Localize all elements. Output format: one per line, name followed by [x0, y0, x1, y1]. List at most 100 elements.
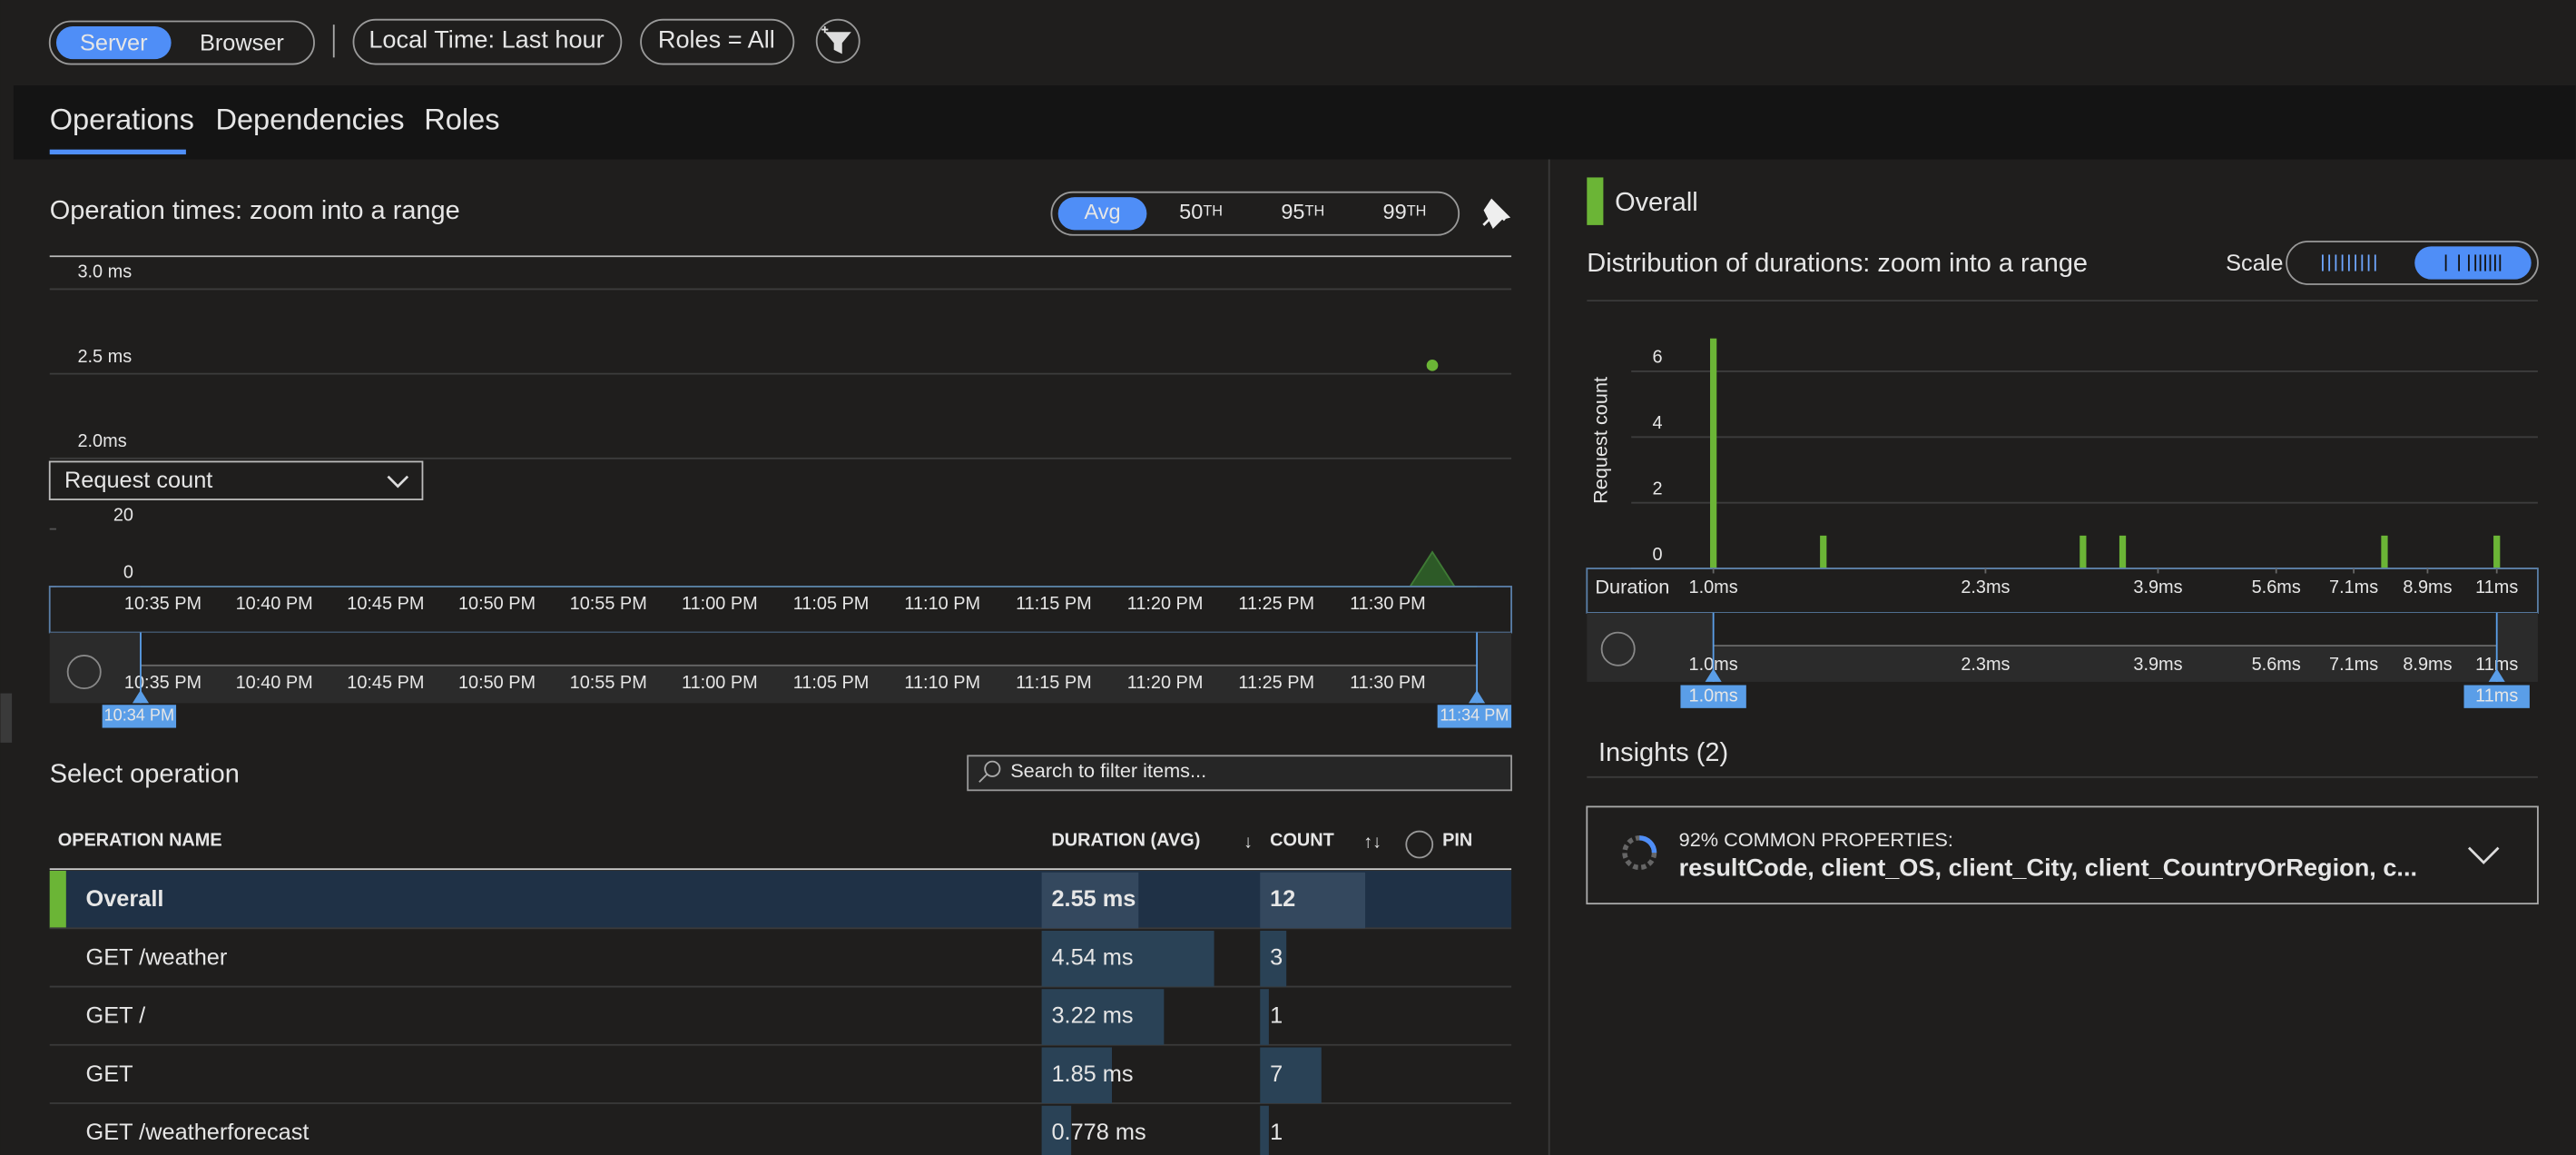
count-value: 7	[1270, 1061, 1283, 1087]
scale-label: Scale	[2226, 251, 2283, 276]
duration-value: 3.22 ms	[1051, 1003, 1133, 1029]
duration-bar	[1041, 931, 1214, 987]
y-axis-title: Request count	[1588, 377, 1611, 504]
browser-option: Browser	[200, 31, 284, 56]
histogram-bar	[2381, 535, 2388, 569]
pin-icon	[1482, 198, 1511, 229]
y-tick-label: 2.0ms	[77, 431, 126, 451]
duration-value: 4.54 ms	[1051, 944, 1133, 970]
operation-name: GET /weather	[86, 944, 228, 970]
scale-toggle[interactable]	[2286, 241, 2539, 285]
histogram-bar	[2079, 535, 2087, 569]
count-value: 12	[1270, 886, 1295, 912]
add-filter[interactable]	[815, 18, 860, 64]
tab[interactable]: Dependencies	[215, 103, 404, 135]
search-icon-handle	[978, 773, 988, 783]
reset-zoom[interactable]	[1600, 631, 1636, 666]
duration-value: 0.778 ms	[1051, 1120, 1145, 1145]
tab-strip	[13, 85, 2576, 160]
x-tick-label: 11:30 PM	[1350, 594, 1426, 614]
x-tick-label: 11:20 PM	[1127, 594, 1204, 614]
y-tick-label: 0	[123, 563, 133, 583]
x-axis-title: Duration	[1595, 575, 1669, 597]
percentile-option[interactable]: 50TH	[1179, 200, 1223, 223]
tab[interactable]: Roles	[424, 103, 499, 135]
brush-handle-arrow	[1705, 668, 1722, 682]
duration-bar	[1041, 872, 1139, 929]
count-bar	[1260, 1047, 1322, 1104]
duration-bar	[1041, 989, 1165, 1045]
x-tick-label: 11ms	[2475, 578, 2518, 597]
percentile-suffix: TH	[1407, 203, 1427, 220]
x-tick-label: 11:15 PM	[1016, 594, 1092, 614]
y-tick-label: 4	[1652, 413, 1662, 433]
server-browser-toggle[interactable]	[48, 20, 315, 65]
expand-chevron[interactable]	[2467, 846, 2500, 864]
brush-tick-label: 11:05 PM	[793, 673, 870, 693]
duration-value: 2.55 ms	[1051, 886, 1136, 912]
roles-pill[interactable]	[640, 18, 795, 65]
x-tick-label: 10:45 PM	[347, 594, 424, 614]
filter-icon	[821, 25, 851, 54]
x-tick-label: 1.0ms	[1689, 578, 1738, 597]
count-value: 1	[1270, 1120, 1283, 1145]
brush-tick-label: 10:45 PM	[347, 673, 424, 693]
search-icon	[984, 760, 1001, 777]
tab[interactable]: Operations	[50, 103, 194, 135]
x-tick-label: 11:00 PM	[682, 594, 758, 614]
roles: Roles = All	[658, 25, 775, 53]
metric-dropdown[interactable]	[48, 460, 424, 500]
duration-value: 1.85 ms	[1051, 1061, 1133, 1087]
percentile-suffix: TH	[1305, 203, 1325, 220]
time-range: Local Time: Last hour	[369, 25, 604, 53]
brush-tick-label: 11:15 PM	[1016, 673, 1092, 693]
insight-spinner-arc	[1638, 835, 1657, 854]
percentile-option[interactable]: Avg	[1084, 200, 1120, 223]
column-header: PIN	[1442, 831, 1472, 851]
x-tick-label: 10:40 PM	[236, 594, 313, 614]
percentile-toggle[interactable]	[1050, 191, 1460, 236]
scale-selected[interactable]	[2414, 246, 2532, 280]
active-tab-underline	[49, 149, 186, 155]
x-tick-label: 3.9ms	[2133, 578, 2182, 597]
percentile-label: Avg	[1084, 200, 1120, 223]
y-tick-label: 3.0 ms	[77, 262, 132, 282]
histogram-bar	[1820, 535, 1827, 569]
percentile-option[interactable]: 95TH	[1281, 200, 1324, 223]
percentile-option[interactable]: 99TH	[1383, 200, 1427, 223]
x-tick-label: 2.3ms	[1961, 578, 2010, 597]
brush-tick-label: 7.1ms	[2329, 655, 2378, 675]
percentile-label: 95	[1281, 200, 1304, 223]
x-tick-label: 11:10 PM	[904, 594, 980, 614]
series-swatch	[1587, 177, 1604, 225]
percentile-label: 50	[1179, 200, 1203, 223]
histogram-bar	[1710, 338, 1717, 569]
brush-tick-label: 8.9ms	[2403, 655, 2452, 675]
insight-properties: resultCode, client_OS, client_City, clie…	[1679, 853, 2417, 881]
search-box[interactable]	[967, 755, 1512, 792]
time-range-pill[interactable]	[352, 18, 623, 65]
insight-card[interactable]	[1586, 805, 2539, 905]
server-option: Server	[80, 31, 148, 56]
row[interactable]	[50, 987, 1511, 1044]
x-tick-label: 5.6ms	[2252, 578, 2301, 597]
percentile-selected[interactable]	[1057, 197, 1147, 231]
percentile-label: 99	[1383, 200, 1407, 223]
sort-icon[interactable]: ↑↓	[1363, 832, 1381, 852]
operation-name: GET /	[86, 1003, 147, 1029]
y-tick-label: 20	[113, 505, 133, 525]
reset-zoom[interactable]	[66, 655, 102, 690]
sort-icon[interactable]: ↓	[1244, 832, 1253, 852]
range-tag	[1680, 685, 1746, 708]
server-selected[interactable]	[55, 25, 172, 60]
x-tick-label: 8.9ms	[2403, 578, 2452, 597]
brush-tick-label: 11:30 PM	[1350, 673, 1426, 693]
percentile-suffix: TH	[1203, 203, 1223, 220]
row[interactable]	[50, 929, 1511, 986]
metric-selector: Request count	[64, 468, 212, 493]
brush-tick-label: 5.6ms	[2252, 655, 2301, 675]
histogram-bar	[2493, 535, 2501, 569]
duration-bar	[1041, 1105, 1072, 1155]
range-tag	[2463, 685, 2530, 708]
